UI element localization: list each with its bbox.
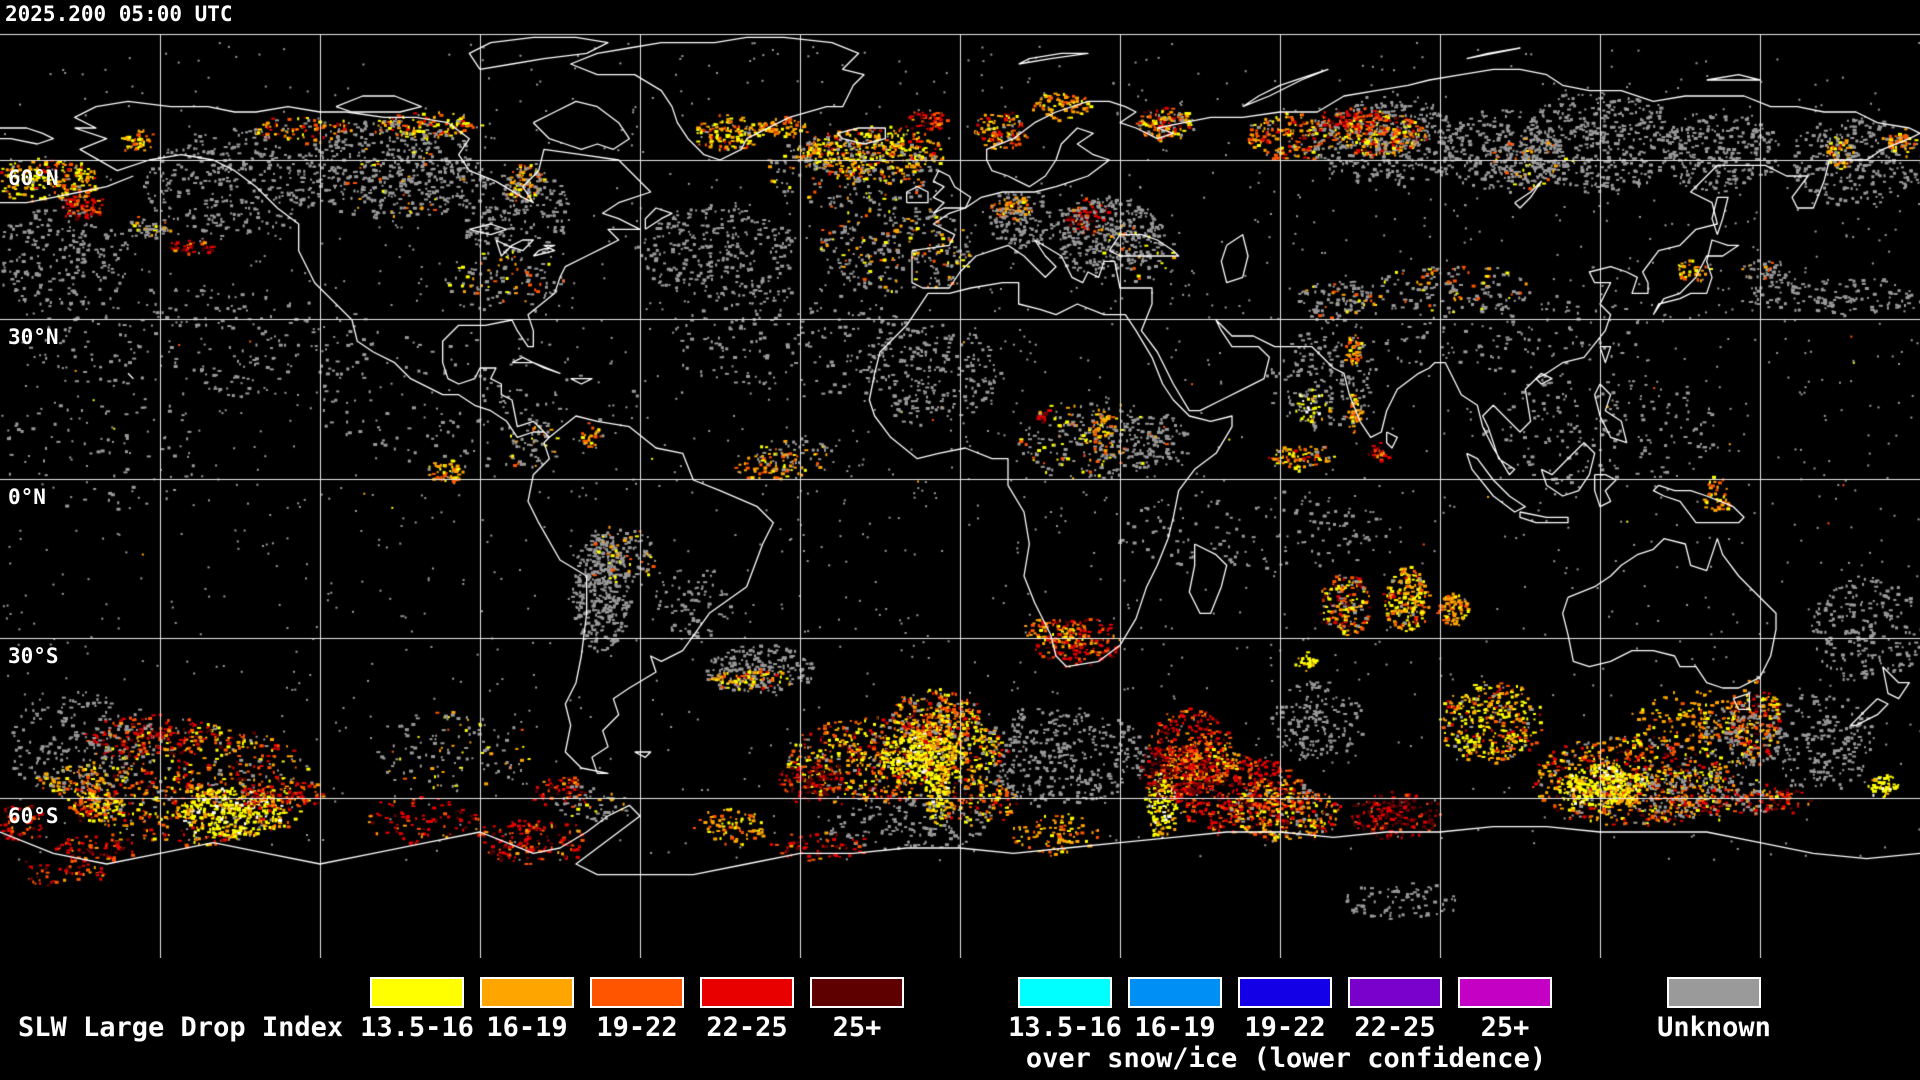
lat-label: 60°S bbox=[8, 804, 59, 828]
world-map-canvas bbox=[0, 0, 1920, 958]
legend-snow-ice-caption: over snow/ice (lower confidence) bbox=[1025, 1043, 1547, 1074]
legend-range-label: 22-25 bbox=[706, 1012, 788, 1043]
legend-swatch bbox=[1348, 977, 1442, 1008]
legend-swatch bbox=[1458, 977, 1552, 1008]
legend-swatch bbox=[1018, 977, 1112, 1008]
legend-bar: SLW Large Drop Index over snow/ice (lowe… bbox=[0, 958, 1920, 1080]
legend-swatch-unknown bbox=[1667, 977, 1761, 1008]
legend-range-label: 16-19 bbox=[1134, 1012, 1216, 1043]
map-timestamp: 2025.200 05:00 UTC bbox=[5, 2, 233, 26]
lat-label: 30°N bbox=[8, 325, 59, 349]
legend-swatch bbox=[480, 977, 574, 1008]
legend-swatch bbox=[810, 977, 904, 1008]
legend-range-label: 25+ bbox=[1480, 1012, 1530, 1043]
weather-map-region: 2025.200 05:00 UTC 60°N 30°N 0°N 30°S 60°S bbox=[0, 0, 1920, 958]
lat-label: 30°S bbox=[8, 644, 59, 668]
legend-swatch bbox=[700, 977, 794, 1008]
legend-range-label: 25+ bbox=[832, 1012, 882, 1043]
legend-range-label: 16-19 bbox=[486, 1012, 568, 1043]
legend-range-label: 13.5-16 bbox=[1008, 1012, 1122, 1043]
legend-range-label: 19-22 bbox=[596, 1012, 678, 1043]
legend-swatch bbox=[1238, 977, 1332, 1008]
lat-label: 0°N bbox=[8, 485, 46, 509]
legend-range-label: 19-22 bbox=[1244, 1012, 1326, 1043]
lat-label: 60°N bbox=[8, 166, 59, 190]
legend-title: SLW Large Drop Index bbox=[18, 1012, 344, 1043]
legend-swatch bbox=[590, 977, 684, 1008]
legend-range-label: 22-25 bbox=[1354, 1012, 1436, 1043]
legend-range-label: 13.5-16 bbox=[360, 1012, 474, 1043]
legend-swatch bbox=[370, 977, 464, 1008]
legend-unknown-label: Unknown bbox=[1657, 1012, 1771, 1043]
legend-swatch bbox=[1128, 977, 1222, 1008]
